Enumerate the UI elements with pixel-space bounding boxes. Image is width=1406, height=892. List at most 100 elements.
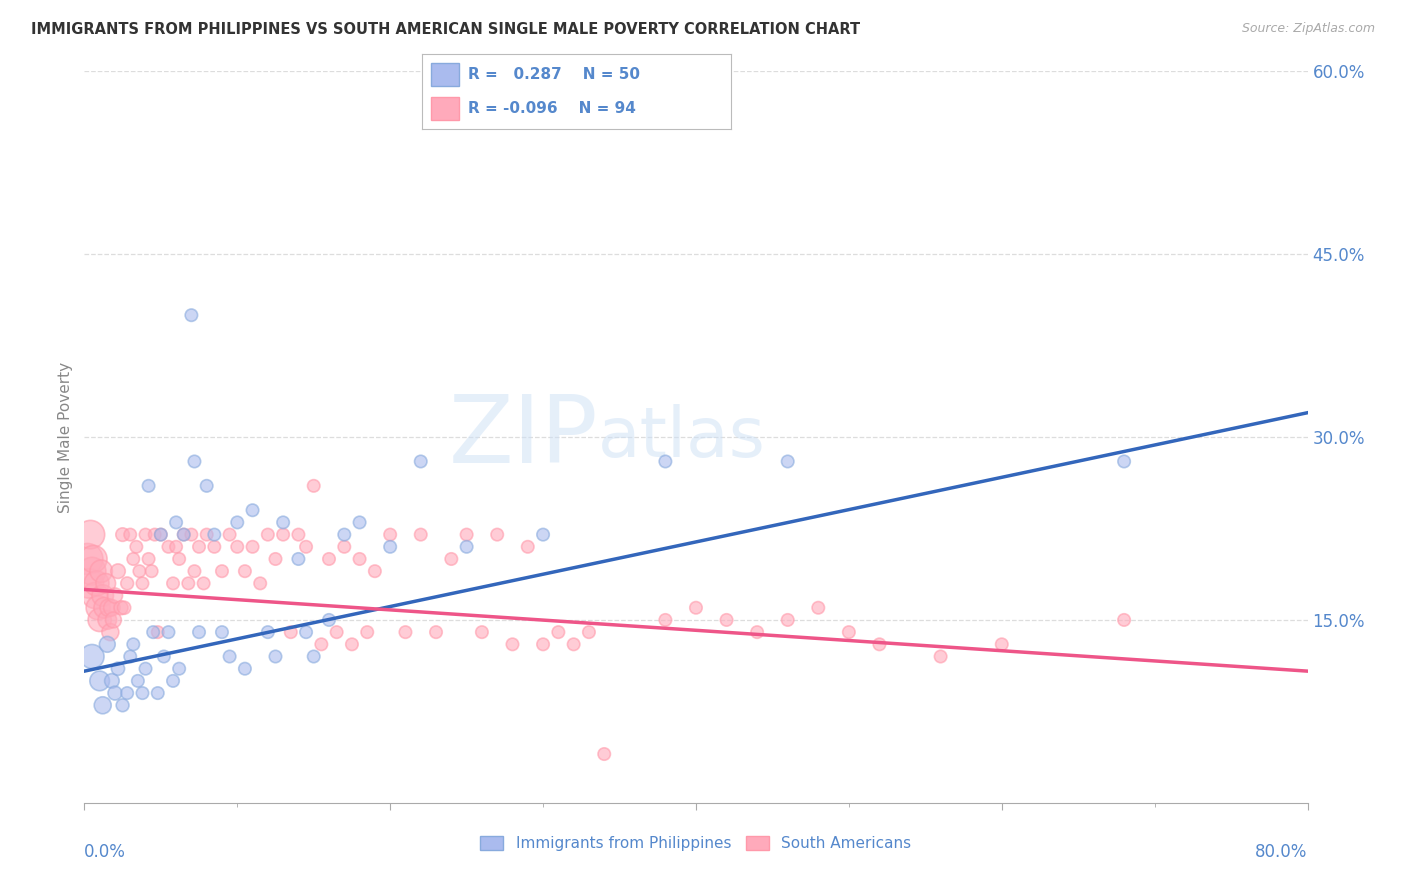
- Point: [502, 637, 524, 651]
- Point: [93, 600, 115, 615]
- Point: [127, 673, 149, 688]
- Point: [747, 625, 769, 640]
- Point: [280, 625, 302, 640]
- Text: R =   0.287    N = 50: R = 0.287 N = 50: [468, 67, 640, 82]
- Point: [138, 479, 160, 493]
- Point: [593, 747, 616, 761]
- Point: [98, 625, 121, 640]
- Point: [287, 527, 309, 541]
- Point: [173, 527, 195, 541]
- Point: [122, 552, 145, 566]
- Point: [685, 600, 707, 615]
- Point: [264, 552, 287, 566]
- Point: [79, 527, 101, 541]
- Point: [356, 625, 378, 640]
- Point: [131, 686, 153, 700]
- Point: [188, 625, 211, 640]
- Point: [776, 454, 799, 468]
- Point: [409, 527, 432, 541]
- Text: ZIP: ZIP: [449, 391, 598, 483]
- Point: [218, 527, 240, 541]
- Point: [101, 600, 124, 615]
- Point: [180, 308, 202, 322]
- Point: [120, 649, 142, 664]
- Point: [141, 564, 163, 578]
- Point: [440, 552, 463, 566]
- Point: [486, 527, 509, 541]
- Point: [87, 600, 110, 615]
- Point: [103, 613, 125, 627]
- Point: [302, 479, 325, 493]
- Point: [138, 552, 160, 566]
- Point: [807, 600, 830, 615]
- Point: [242, 503, 264, 517]
- Point: [271, 516, 294, 530]
- Point: [211, 564, 233, 578]
- Point: [333, 540, 356, 554]
- Point: [90, 564, 112, 578]
- Point: [578, 625, 600, 640]
- Point: [120, 527, 142, 541]
- Text: R = -0.096    N = 94: R = -0.096 N = 94: [468, 102, 636, 116]
- Point: [249, 576, 271, 591]
- Point: [157, 540, 180, 554]
- Point: [157, 625, 180, 640]
- Point: [91, 698, 114, 713]
- Point: [162, 576, 184, 591]
- Point: [146, 686, 169, 700]
- Point: [516, 540, 538, 554]
- Point: [143, 527, 166, 541]
- Point: [110, 600, 132, 615]
- Point: [83, 552, 105, 566]
- Point: [716, 613, 738, 627]
- Point: [349, 552, 371, 566]
- Point: [456, 540, 478, 554]
- Point: [991, 637, 1014, 651]
- Point: [547, 625, 569, 640]
- Legend: Immigrants from Philippines, South Americans: Immigrants from Philippines, South Ameri…: [474, 830, 918, 857]
- Point: [302, 649, 325, 664]
- Point: [471, 625, 494, 640]
- Point: [131, 576, 153, 591]
- Point: [111, 527, 134, 541]
- Point: [1114, 454, 1136, 468]
- Point: [89, 613, 111, 627]
- Point: [94, 576, 117, 591]
- Point: [325, 625, 347, 640]
- Point: [287, 552, 309, 566]
- Point: [183, 454, 205, 468]
- Point: [264, 649, 287, 664]
- Point: [838, 625, 860, 640]
- Point: [218, 649, 240, 664]
- Text: Source: ZipAtlas.com: Source: ZipAtlas.com: [1241, 22, 1375, 36]
- Point: [80, 649, 103, 664]
- Point: [128, 564, 150, 578]
- Point: [226, 540, 249, 554]
- Point: [149, 527, 172, 541]
- Point: [394, 625, 416, 640]
- Point: [115, 576, 138, 591]
- Point: [167, 552, 190, 566]
- Point: [146, 625, 169, 640]
- Point: [226, 516, 249, 530]
- Point: [125, 540, 148, 554]
- Point: [233, 564, 256, 578]
- Point: [380, 540, 402, 554]
- Point: [111, 698, 134, 713]
- Point: [76, 552, 98, 566]
- Point: [89, 673, 111, 688]
- Point: [91, 589, 114, 603]
- Point: [104, 686, 127, 700]
- Point: [183, 564, 205, 578]
- Text: atlas: atlas: [598, 403, 766, 471]
- Point: [202, 527, 225, 541]
- Point: [135, 527, 157, 541]
- Point: [107, 564, 129, 578]
- Point: [311, 637, 333, 651]
- Point: [929, 649, 952, 664]
- Point: [1114, 613, 1136, 627]
- Point: [776, 613, 799, 627]
- Y-axis label: Single Male Poverty: Single Male Poverty: [58, 361, 73, 513]
- Text: IMMIGRANTS FROM PHILIPPINES VS SOUTH AMERICAN SINGLE MALE POVERTY CORRELATION CH: IMMIGRANTS FROM PHILIPPINES VS SOUTH AME…: [31, 22, 860, 37]
- Point: [135, 662, 157, 676]
